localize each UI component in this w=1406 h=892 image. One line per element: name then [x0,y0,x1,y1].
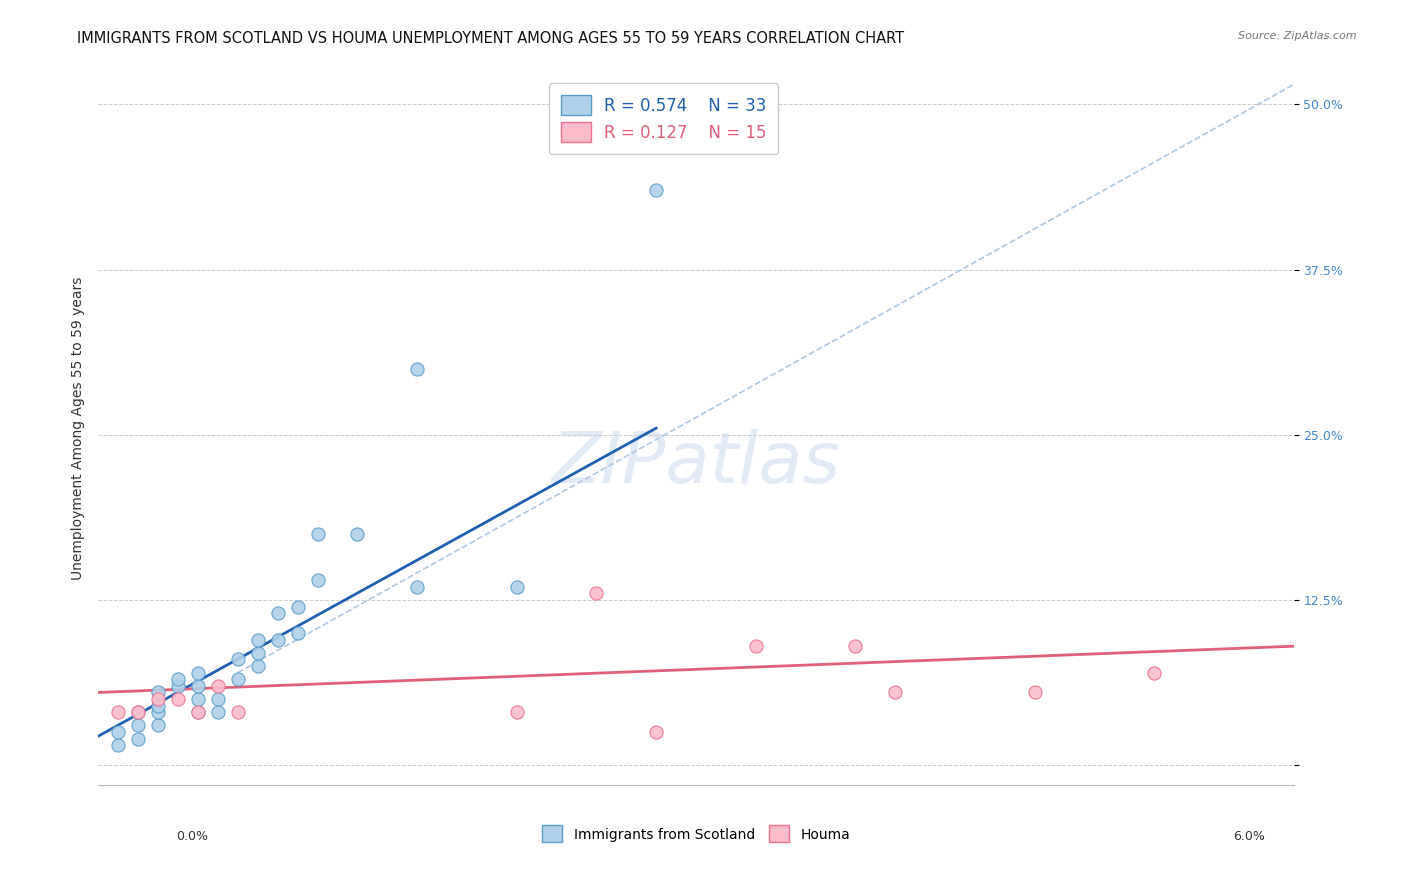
Text: IMMIGRANTS FROM SCOTLAND VS HOUMA UNEMPLOYMENT AMONG AGES 55 TO 59 YEARS CORRELA: IMMIGRANTS FROM SCOTLAND VS HOUMA UNEMPL… [77,31,904,46]
Point [127,731,149,746]
Point [346,527,368,541]
Text: ZIPatlas: ZIPatlas [551,429,841,499]
Point [207,706,229,720]
Point [127,718,149,732]
Point [585,586,607,600]
Text: 6.0%: 6.0% [1233,830,1265,843]
Legend: Immigrants from Scotland, Houma: Immigrants from Scotland, Houma [534,819,858,849]
Point [207,692,229,706]
Point [127,706,149,720]
Point [187,679,209,693]
Point [246,632,269,647]
Point [187,665,209,680]
Point [267,606,290,620]
Point [287,626,309,640]
Point [107,725,129,739]
Point [645,725,668,739]
Point [187,706,209,720]
Point [506,580,529,594]
Text: 0.0%: 0.0% [176,830,208,843]
Point [226,652,249,666]
Point [107,706,129,720]
Point [1143,665,1166,680]
Point [127,706,149,720]
Point [187,692,209,706]
Point [148,698,170,713]
Y-axis label: Unemployment Among Ages 55 to 59 years: Unemployment Among Ages 55 to 59 years [70,277,84,580]
Point [246,646,269,660]
Point [406,361,429,376]
Point [226,706,249,720]
Point [844,639,866,653]
Point [1024,685,1046,699]
Point [287,599,309,614]
Point [187,706,209,720]
Point [107,739,129,753]
Point [148,706,170,720]
Point [148,718,170,732]
Point [884,685,907,699]
Point [207,679,229,693]
Point [506,706,529,720]
Point [246,659,269,673]
Point [226,672,249,686]
Point [645,183,668,197]
Point [148,692,170,706]
Point [406,580,429,594]
Point [267,632,290,647]
Point [745,639,768,653]
Point [167,679,190,693]
Text: Source: ZipAtlas.com: Source: ZipAtlas.com [1239,31,1357,41]
Point [148,685,170,699]
Point [167,692,190,706]
Point [307,527,329,541]
Point [307,573,329,587]
Point [167,672,190,686]
